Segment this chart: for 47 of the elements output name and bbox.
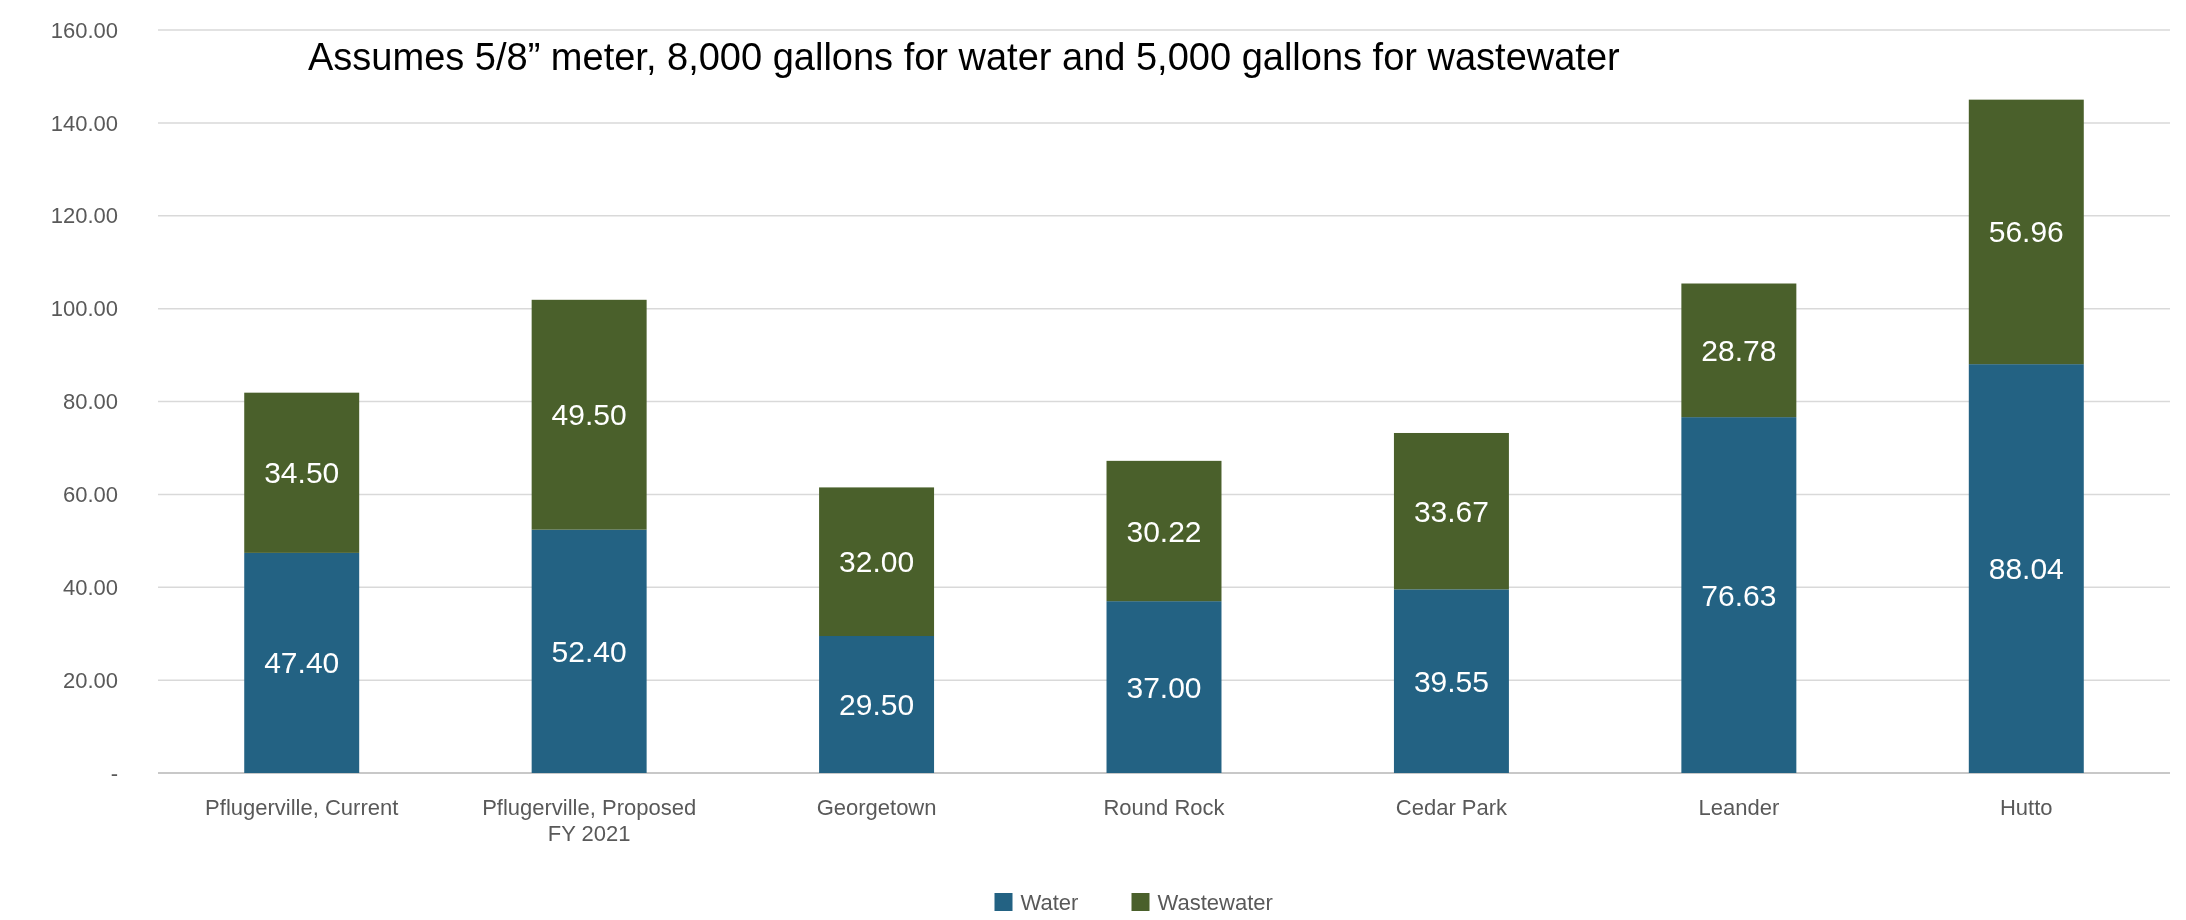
bar	[1393, 432, 1509, 590]
data-label: 76.63	[1701, 578, 1777, 612]
x-tick-label: Pflugerville, Proposed FY 2021	[482, 795, 697, 847]
y-tick-label: 40.00	[62, 574, 118, 600]
legend-label: Wastewater	[1157, 889, 1273, 915]
bar	[1968, 364, 2084, 773]
x-tick-label: Pflugerville, Current	[205, 795, 399, 820]
data-label: 47.40	[264, 646, 340, 680]
x-tick-label: Round Rock	[1103, 795, 1226, 820]
x-tick-label: Leander	[1698, 795, 1780, 820]
data-label: 39.55	[1413, 664, 1489, 698]
bar	[1968, 99, 2084, 365]
data-label: 32.00	[839, 545, 915, 579]
bar	[531, 299, 647, 530]
data-label: 33.67	[1413, 494, 1489, 528]
data-label: 52.40	[551, 634, 627, 668]
x-tick-label: Georgetown	[816, 795, 937, 820]
y-tick-label: 140.00	[50, 110, 118, 136]
data-label: 88.04	[1988, 552, 2064, 586]
bar	[531, 529, 647, 773]
bar	[1681, 417, 1797, 773]
bar	[1106, 460, 1222, 602]
x-tick-label: Cedar Park	[1395, 795, 1509, 820]
bar	[244, 552, 360, 773]
data-label: 30.22	[1126, 514, 1202, 548]
data-label: 28.78	[1701, 333, 1777, 367]
bar	[1393, 589, 1509, 773]
bar	[819, 636, 935, 773]
data-label: 37.00	[1126, 670, 1202, 704]
y-tick-label: 20.00	[62, 667, 118, 693]
legend-label: Water	[1020, 889, 1079, 915]
data-label: 49.50	[551, 398, 627, 432]
y-tick-label: -	[110, 760, 118, 786]
y-tick-label: 160.00	[50, 17, 118, 43]
y-tick-label: 100.00	[50, 296, 118, 322]
bar	[819, 487, 935, 637]
x-tick-label: Hutto	[1999, 795, 2053, 820]
bar	[1681, 283, 1797, 418]
data-label: 34.50	[264, 456, 340, 490]
data-label: 56.96	[1988, 215, 2064, 249]
y-tick-label: 80.00	[62, 389, 118, 415]
bar	[1106, 601, 1222, 773]
chart-title: Assumes 5/8” meter, 8,000 gallons for water and 5,000 gallons for wastewater	[308, 36, 1621, 78]
data-label: 29.50	[839, 688, 915, 721]
y-tick-label: 60.00	[62, 482, 118, 508]
bar	[244, 392, 360, 553]
y-tick-label: 120.00	[50, 203, 118, 229]
